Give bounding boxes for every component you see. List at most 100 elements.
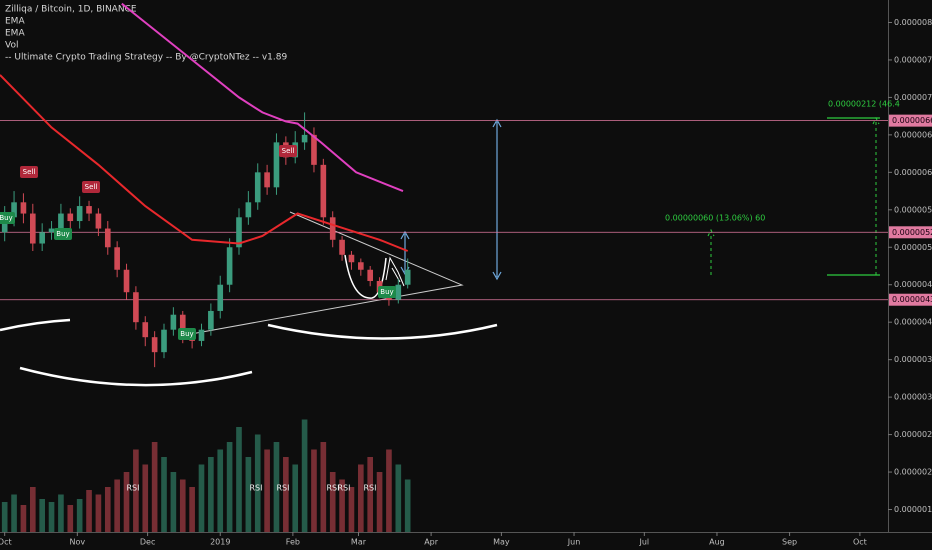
y-tick-label: 0.00000800 <box>894 18 932 27</box>
volume-bar <box>358 464 364 532</box>
rsi-label: RSI <box>250 484 263 493</box>
volume-bar <box>301 419 308 532</box>
signal-tag <box>20 166 38 178</box>
volume-bar <box>76 499 83 532</box>
x-tick-label: Jun <box>567 538 581 547</box>
y-tick-label: 0.00000700 <box>894 93 932 102</box>
volume-bar <box>86 490 92 532</box>
rsi-label: RSI <box>277 484 290 493</box>
candle-body <box>217 284 224 311</box>
candle-body <box>104 228 111 248</box>
candle-body <box>170 314 177 330</box>
legend-entry: Vol <box>5 41 18 51</box>
volume-bar <box>348 487 355 532</box>
volume-bar <box>179 479 186 532</box>
volume-bar <box>367 457 374 532</box>
signal-label: Buy <box>180 330 193 338</box>
candle-body <box>348 254 355 263</box>
price-level-tag <box>889 293 932 306</box>
volume-bar <box>189 487 195 532</box>
volume-bar <box>320 442 327 532</box>
candle-body <box>358 262 364 270</box>
candle-body <box>254 172 261 203</box>
volume-bar <box>170 472 177 532</box>
arc <box>19 366 253 387</box>
x-tick-label: Jul <box>638 538 649 547</box>
volume-bar <box>395 464 402 532</box>
x-tick-label: May <box>493 538 510 547</box>
signal-label: Sell <box>85 183 98 191</box>
price-level-label: 0.00000430 <box>892 295 932 304</box>
y-tick-label: 0.00000250 <box>894 430 932 439</box>
price-level-tag <box>889 114 932 127</box>
volume-bar <box>226 442 233 532</box>
volume-bar <box>283 457 289 532</box>
price-level-label: 0.00000669 <box>892 116 932 125</box>
volume-bar <box>198 464 205 532</box>
volume-bar <box>254 434 261 532</box>
chart-title: Zilliqa / Bitcoin, 1D, BINANCE <box>5 5 137 15</box>
triangle <box>179 211 464 337</box>
measure-label: 0.00000212 (46.4 <box>828 100 900 109</box>
candle-body <box>48 228 55 233</box>
candle-body <box>114 247 120 270</box>
candle-body <box>95 213 102 229</box>
volume-bar <box>20 505 27 532</box>
x-tick-label: Apr <box>424 538 439 547</box>
candle-body <box>198 329 205 341</box>
volume-bar <box>11 494 17 532</box>
volume-bar <box>39 499 45 532</box>
arc <box>0 318 71 332</box>
cup <box>344 254 387 299</box>
x-tick-label: Mar <box>351 538 367 547</box>
y-tick-label: 0.00000200 <box>894 468 932 477</box>
volume-bar <box>67 505 74 532</box>
y-tick-label: 0.00000550 <box>894 205 932 214</box>
candle-body <box>1 217 8 233</box>
candle-body <box>264 172 270 188</box>
volume-bar <box>123 472 130 532</box>
measure-label: 0.00000060 (13.06%) 60 <box>665 214 765 223</box>
volume-bar <box>264 449 270 532</box>
volume-bar <box>161 457 167 532</box>
legend-entry: EMA <box>5 17 25 27</box>
signal-label: Sell <box>282 147 295 155</box>
volume-bar <box>104 487 111 532</box>
y-tick-label: 0.00000400 <box>894 318 932 327</box>
candle-body <box>20 202 27 214</box>
candle-body <box>226 247 233 285</box>
drawings <box>0 116 880 387</box>
y-tick-label: 0.00000650 <box>894 130 932 139</box>
volume-bar <box>151 442 158 532</box>
rsi-label: RSI <box>327 484 340 493</box>
arc <box>267 323 498 340</box>
candle-body <box>29 213 36 244</box>
x-tick-label: Oct <box>853 538 867 547</box>
volume-bar <box>376 472 383 532</box>
candle-body <box>133 292 139 323</box>
projection <box>707 228 715 275</box>
volume-bar <box>29 487 36 532</box>
y-tick-label: 0.00000300 <box>894 393 932 402</box>
projection-bound <box>827 117 880 276</box>
candle-body <box>208 310 214 330</box>
volume-bar <box>133 449 139 532</box>
volume-bar <box>339 479 345 532</box>
candle-body <box>311 134 317 165</box>
signal-label: Sell <box>23 168 36 176</box>
candle-body <box>329 217 336 240</box>
candle-body <box>404 269 411 285</box>
candle-body <box>123 269 130 293</box>
candle-body <box>11 202 17 218</box>
signal-label: Buy <box>380 288 393 296</box>
volume-bar <box>386 449 392 532</box>
signal-label: Buy <box>0 214 13 222</box>
candle-body <box>339 239 345 255</box>
x-tick-label: 2019 <box>210 538 230 547</box>
volume-bar <box>58 494 64 532</box>
volume-bar <box>311 449 317 532</box>
volume-bar <box>245 457 252 532</box>
x-tick-label: Feb <box>286 538 300 547</box>
